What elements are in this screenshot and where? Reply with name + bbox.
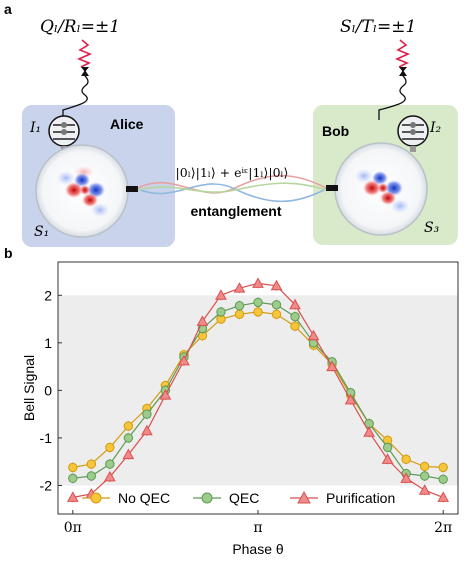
- data-point: [344, 393, 357, 405]
- bell-signal-chart: -2 -1 0 1 2 0π π 2π Phase θ Bell Signal No QEC QEC P…: [21, 261, 459, 557]
- data-point: [363, 426, 375, 437]
- data-point: [437, 491, 450, 502]
- y-tick-label: -1: [40, 430, 53, 446]
- data-point: [159, 389, 172, 400]
- legend-marker: [201, 492, 213, 504]
- data-point: [178, 354, 190, 366]
- data-point: [418, 484, 431, 495]
- data-point: [307, 329, 320, 341]
- y-tick-label: 1: [44, 335, 52, 351]
- data-point: [326, 360, 338, 372]
- bob-cavity-icon: [334, 142, 428, 236]
- data-point: [252, 277, 264, 288]
- data-point: [270, 279, 283, 291]
- alice-microwave-icon: [76, 39, 93, 76]
- x-axis-label: Phase θ: [232, 541, 284, 557]
- bob-microwave-icon: [394, 39, 411, 76]
- data-point: [123, 433, 134, 443]
- panel-b-label: b: [4, 245, 13, 261]
- bob-qubit-icon: [397, 115, 429, 152]
- alice-cavity-icon: [35, 144, 129, 238]
- legend-marker: [90, 492, 102, 504]
- data-point: [382, 442, 393, 453]
- data-point: [253, 307, 263, 317]
- legend-label: Purification: [326, 490, 395, 506]
- data-point: [105, 459, 115, 469]
- data-point: [68, 462, 78, 473]
- legend-label: QEC: [229, 490, 259, 506]
- data-point: [419, 461, 430, 472]
- bob-label: Bob: [322, 123, 349, 139]
- data-point: [142, 409, 152, 419]
- data-point: [105, 442, 115, 453]
- x-tick-label: 2π: [434, 520, 452, 536]
- shaded-band: [58, 295, 458, 486]
- alice-qubit-label: I₁: [29, 120, 41, 136]
- y-tick-label: 2: [44, 287, 52, 303]
- data-point: [290, 311, 300, 322]
- alice-label: Alice: [110, 116, 144, 132]
- data-point: [104, 470, 116, 482]
- y-tick-label: -2: [40, 477, 53, 493]
- data-point: [86, 459, 97, 469]
- data-point: [216, 307, 226, 317]
- bob-measurement: Sₗ/Tₗ=±1: [340, 17, 416, 37]
- y-tick-label: 0: [44, 382, 52, 398]
- data-point: [122, 448, 135, 460]
- y-axis-label: Bell Signal: [21, 355, 37, 421]
- bob-cable: [378, 75, 407, 120]
- alice-cable: [62, 75, 89, 118]
- data-point: [233, 282, 246, 293]
- data-point: [253, 297, 263, 308]
- data-point: [215, 289, 227, 300]
- alice-cavity-label: S₁: [34, 224, 49, 240]
- data-point: [271, 309, 282, 320]
- data-point: [141, 424, 153, 436]
- data-point: [419, 471, 430, 481]
- entanglement-label: entanglement: [190, 203, 281, 219]
- data-point: [66, 491, 79, 502]
- data-point: [400, 472, 412, 483]
- alice-qubit-icon: [48, 115, 80, 152]
- data-point: [86, 471, 97, 481]
- data-point: [438, 462, 448, 473]
- alice-measurement: Qₗ/Rₗ=±1: [40, 17, 120, 37]
- legend-label: No QEC: [118, 490, 170, 506]
- entanglement-link: [126, 174, 338, 203]
- panel-a-label: a: [4, 1, 12, 17]
- legend-marker: [297, 490, 311, 504]
- data-point: [271, 300, 282, 310]
- data-point: [68, 473, 78, 484]
- data-point: [289, 298, 301, 310]
- x-tick-label: 0π: [64, 520, 82, 536]
- bob-qubit-label: I₂: [429, 120, 442, 136]
- data-point: [196, 315, 209, 326]
- entangled-state: |0ₗ⟩|1ₗ⟩ + eⁱᵋ|1ₗ⟩|0ₗ⟩: [176, 165, 289, 180]
- data-point: [401, 454, 411, 465]
- data-point: [381, 453, 394, 464]
- bob-cavity-label: S₃: [424, 220, 440, 236]
- data-point: [290, 321, 300, 331]
- data-point: [123, 421, 134, 431]
- data-point: [438, 474, 448, 484]
- data-point: [234, 309, 245, 320]
- x-tick-label: π: [253, 520, 262, 536]
- data-point: [234, 301, 245, 311]
